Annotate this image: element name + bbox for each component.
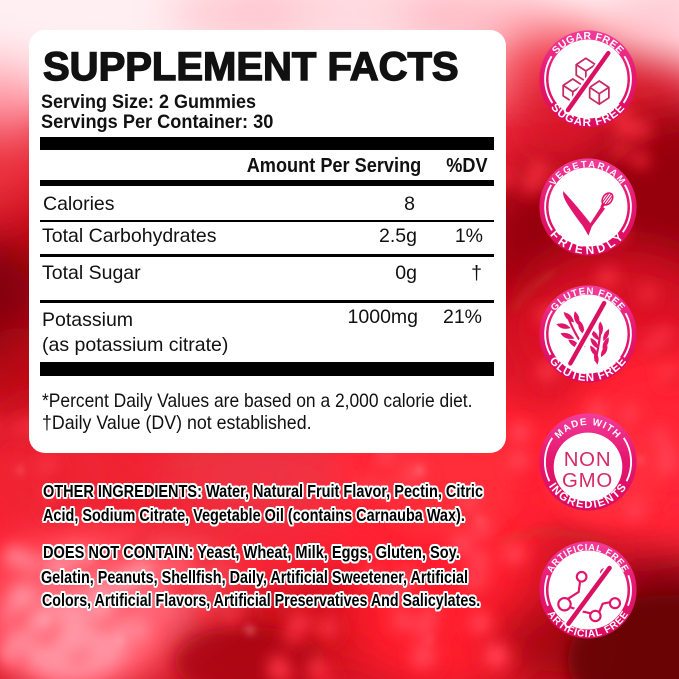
svg-text:GMO: GMO bbox=[562, 470, 613, 492]
svg-text:NON: NON bbox=[564, 449, 612, 471]
